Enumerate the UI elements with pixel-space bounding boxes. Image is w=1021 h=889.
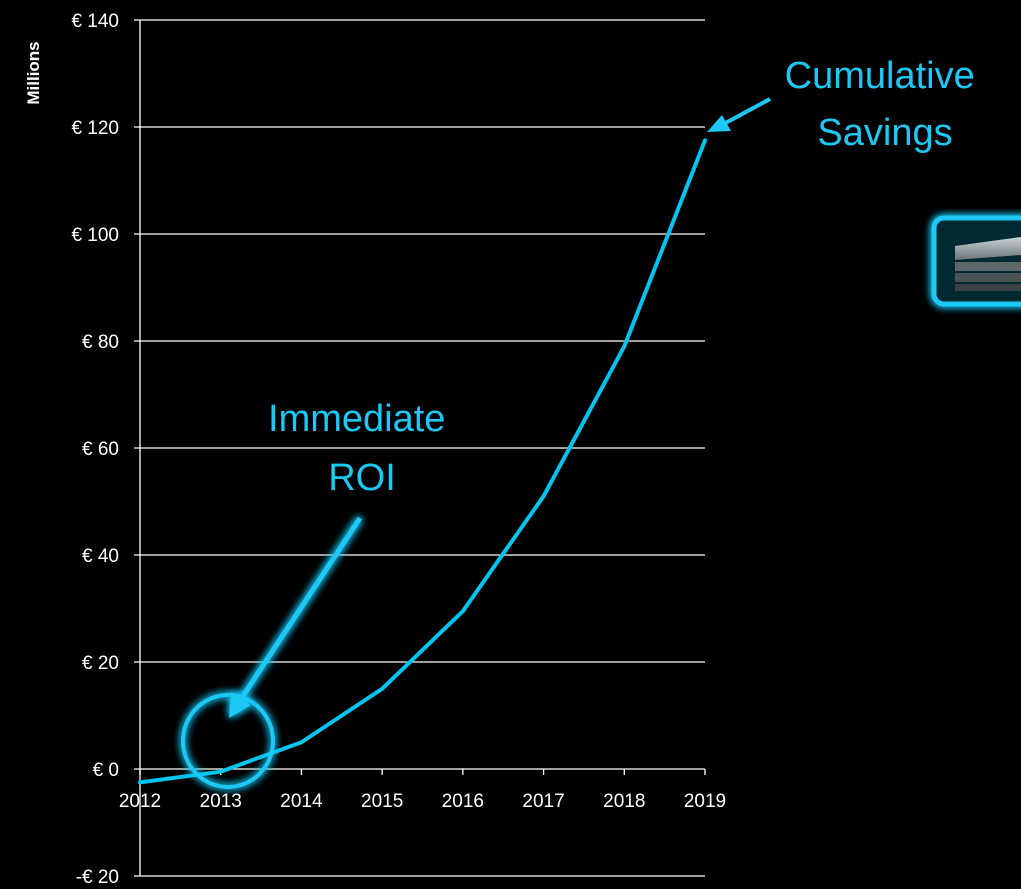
savings-annotation-line1: Cumulative xyxy=(785,55,975,97)
roi-arrow xyxy=(229,516,363,718)
series-cumulative-savings xyxy=(138,138,707,785)
x-tick-label: 2018 xyxy=(603,791,645,812)
y-axis-label: Millions xyxy=(24,41,43,104)
series-line xyxy=(139,139,707,785)
y-tick-label: € 140 xyxy=(71,11,119,32)
data-point xyxy=(299,740,304,745)
x-tick-label: 2013 xyxy=(200,791,242,812)
device-thumbnail xyxy=(931,215,1021,307)
y-tick-label: € 40 xyxy=(82,546,119,567)
y-tick-label: € 80 xyxy=(82,332,119,353)
savings-annotation-line2: Savings xyxy=(817,112,952,154)
y-tick-label: € 60 xyxy=(82,439,119,460)
y-tick-labels: -€ 20 € 0 € 20 € 40 € 60 € 80 € 100 € 120 € 140 xyxy=(71,11,119,888)
y-tick-label: € 100 xyxy=(71,225,119,246)
roi-annotation-line1: Immediate xyxy=(268,398,445,440)
x-tick-labels: 2012 2013 2014 2015 2016 2017 2018 2019 xyxy=(119,791,726,812)
y-tick-label: € 120 xyxy=(71,118,119,139)
data-point xyxy=(541,494,546,499)
savings-arrow xyxy=(707,97,771,132)
x-tick-label: 2016 xyxy=(442,791,484,812)
x-tick-label: 2019 xyxy=(684,791,726,812)
data-point xyxy=(460,609,465,614)
data-point xyxy=(138,780,142,785)
gridlines xyxy=(134,19,705,877)
data-point xyxy=(218,769,223,774)
data-point xyxy=(622,344,627,349)
roi-annotation-line2: ROI xyxy=(328,457,396,499)
x-tick-label: 2012 xyxy=(119,791,161,812)
x-tick-label: 2015 xyxy=(361,791,403,812)
y-tick-label: € 20 xyxy=(82,653,119,674)
savings-annotation: Cumulative Savings xyxy=(785,55,986,154)
x-tick-label: 2017 xyxy=(522,791,564,812)
data-point xyxy=(703,138,707,143)
y-tick-label: -€ 20 xyxy=(76,867,119,888)
data-point xyxy=(380,686,385,691)
roi-annotation: Immediate ROI xyxy=(268,398,456,499)
x-tick-label: 2014 xyxy=(280,791,323,812)
roi-highlight-circle xyxy=(181,693,275,789)
y-tick-label: € 0 xyxy=(93,760,119,781)
